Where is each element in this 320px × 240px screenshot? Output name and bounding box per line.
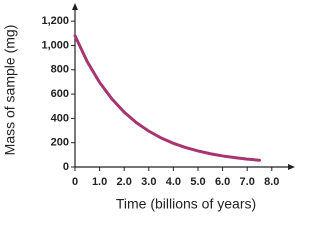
x-axis-label: Time (billions of years) xyxy=(116,196,256,212)
y-tick-label: 1,000 xyxy=(41,39,69,51)
x-tick-label: 8.0 xyxy=(264,176,279,188)
x-tick-label: 4.0 xyxy=(166,176,181,188)
x-tick-label: 5.0 xyxy=(190,176,205,188)
x-tick-label: 1.0 xyxy=(92,176,107,188)
chart: Time (billions of years) Mass of sample … xyxy=(2,3,295,212)
x-tick-label: 6.0 xyxy=(215,176,230,188)
y-tick-label: 200 xyxy=(51,137,69,149)
y-axis-label: Mass of sample (mg) xyxy=(2,25,18,156)
y-tick-label: 1,200 xyxy=(41,15,69,27)
x-tick-label: 3.0 xyxy=(141,176,156,188)
x-arrow xyxy=(288,164,295,170)
y-tick-label: 800 xyxy=(51,64,69,76)
y-tick-label: 0 xyxy=(63,161,69,173)
x-tick-label: 0 xyxy=(72,176,78,188)
x-tick-label: 7.0 xyxy=(240,176,255,188)
x-tick-label: 2.0 xyxy=(117,176,132,188)
y-tick-label: 400 xyxy=(51,112,69,124)
data-line xyxy=(73,34,261,162)
y-arrow xyxy=(72,3,78,10)
y-tick-label: 600 xyxy=(51,88,69,100)
